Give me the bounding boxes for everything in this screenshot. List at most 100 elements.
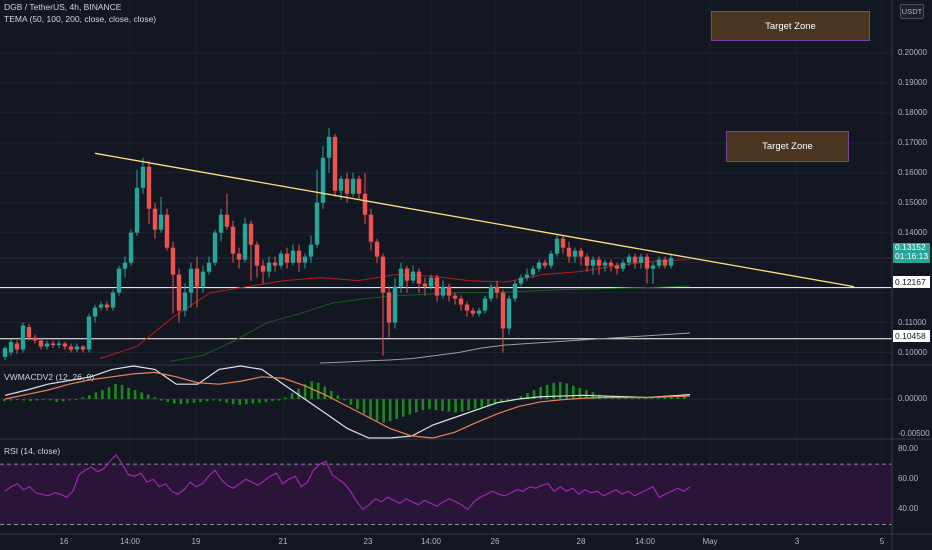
- macd-histogram-bar: [473, 399, 477, 409]
- time-tick-label: 14:00: [420, 537, 442, 546]
- macd-histogram-bar: [434, 399, 438, 411]
- candle-body: [476, 310, 482, 314]
- candle-body: [344, 178, 350, 194]
- macd-histogram-bar: [22, 399, 26, 401]
- price-tick-label: 0.16000: [898, 167, 927, 177]
- candle-body: [608, 262, 614, 266]
- candle-body: [146, 166, 152, 209]
- target-zone-lower-label: Target Zone: [762, 141, 813, 152]
- candle-body: [554, 238, 560, 254]
- macd-histogram-bar: [258, 399, 261, 403]
- macd-histogram-bar: [310, 381, 313, 399]
- candle-body: [404, 268, 410, 281]
- candle-body: [212, 232, 218, 263]
- candle-countdown: 01:16:13: [895, 251, 929, 261]
- candle-body: [188, 268, 194, 293]
- candle-body: [494, 286, 500, 293]
- target-zone-lower[interactable]: Target Zone: [726, 131, 849, 162]
- candle-body: [488, 286, 494, 299]
- candle-body: [104, 304, 110, 308]
- macd-histogram-bar: [526, 393, 529, 399]
- macd-histogram-bar: [264, 399, 268, 402]
- candle-body: [8, 342, 14, 353]
- candle-body: [20, 325, 26, 350]
- candle-body: [254, 244, 260, 266]
- macd-histogram-bar: [447, 399, 451, 412]
- candle-body: [368, 214, 374, 242]
- candle-body: [518, 277, 524, 284]
- candle-body: [350, 178, 356, 194]
- candle-body: [56, 343, 62, 346]
- macd-histogram-bar: [42, 399, 45, 400]
- macd-histogram-bar: [140, 392, 143, 399]
- macd-histogram-bar: [16, 399, 19, 400]
- macd-histogram-bar: [486, 399, 490, 406]
- macd-histogram-bar: [101, 390, 104, 399]
- symbol-legend[interactable]: DGB / TetherUS, 4h, BINANCE: [4, 2, 122, 12]
- candle-body: [284, 253, 290, 263]
- candle-body: [266, 262, 272, 272]
- macd-histogram-bar: [539, 387, 542, 399]
- level-badge-1: 0.12167: [893, 276, 930, 288]
- macd-histogram-bar: [179, 399, 183, 405]
- candle-body: [134, 187, 140, 233]
- macd-histogram-bar: [558, 381, 562, 399]
- candle-body: [512, 283, 518, 299]
- macd-histogram-bar: [630, 398, 634, 400]
- candle-body: [470, 310, 476, 314]
- tema-legend[interactable]: TEMA (50, 100, 200, close, close, close): [4, 14, 157, 24]
- macd-histogram-bar: [271, 399, 274, 402]
- macd-histogram-bar: [585, 390, 588, 399]
- trendline[interactable]: [94, 152, 855, 288]
- candle-body: [50, 343, 56, 346]
- macd-histogram-bar: [244, 399, 248, 405]
- time-tick-label: 21: [278, 537, 288, 546]
- vwmacd-legend[interactable]: VWMACDV2 (12, 26, 9): [4, 372, 95, 382]
- rsi-tick-label: 40.00: [898, 504, 919, 514]
- macd-histogram-bar: [284, 397, 287, 399]
- candle-body: [536, 262, 542, 269]
- macd-histogram-bar: [506, 399, 510, 402]
- candle-body: [194, 268, 200, 287]
- candle-body: [458, 298, 464, 305]
- candle-body: [332, 136, 338, 191]
- time-tick-label: 16: [59, 537, 69, 546]
- macd-histogram-bar: [428, 399, 431, 410]
- macd-histogram-bar: [369, 399, 372, 419]
- candle-body: [14, 343, 20, 350]
- macd-histogram-bar: [624, 397, 627, 399]
- candle-body: [632, 256, 638, 263]
- candle-body: [110, 292, 116, 308]
- macd-histogram-bar: [441, 399, 444, 411]
- candle-body: [542, 262, 548, 266]
- candle-body: [362, 193, 368, 215]
- currency-button[interactable]: USDT: [900, 4, 924, 19]
- rsi-legend[interactable]: RSI (14, close): [4, 446, 61, 456]
- candle-body: [410, 271, 416, 281]
- macd-histogram-bar: [657, 396, 660, 399]
- time-tick-label: May: [702, 537, 718, 546]
- macd-histogram-bar: [454, 399, 457, 413]
- macd-histogram-bar: [421, 399, 425, 411]
- macd-histogram-bar: [552, 382, 555, 399]
- tema-100-line: [169, 285, 691, 362]
- candle-body: [626, 256, 632, 263]
- macd-histogram-bar: [199, 399, 202, 402]
- rsi-band-fill: [0, 464, 892, 525]
- macd-histogram-bar: [330, 390, 333, 399]
- macd-histogram-bar: [316, 382, 320, 399]
- candles[interactable]: [2, 127, 674, 361]
- price-tick-label: 0.17000: [898, 137, 927, 147]
- macd-histogram-bar: [565, 383, 569, 399]
- candle-body: [218, 214, 224, 233]
- macd-histogram-bar: [290, 393, 294, 399]
- candle-body: [62, 343, 68, 347]
- last-price-badge: 0.13152 01:16:13: [893, 243, 930, 263]
- macd-histogram-bar: [545, 384, 549, 399]
- candle-body: [578, 250, 584, 257]
- macd-histogram-bar: [9, 399, 13, 401]
- candle-body: [644, 256, 650, 269]
- target-zone-upper[interactable]: Target Zone: [711, 11, 870, 41]
- macd-line: [4, 365, 691, 439]
